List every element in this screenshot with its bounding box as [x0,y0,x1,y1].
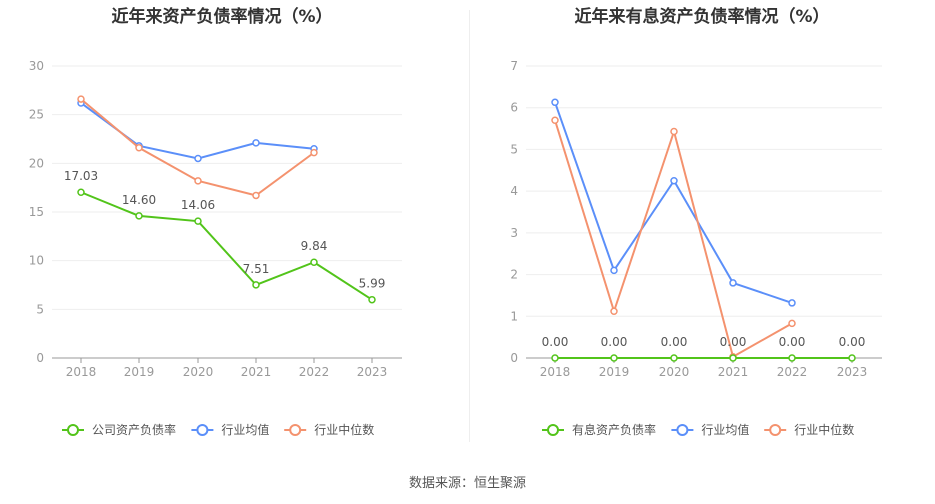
data-point [610,354,618,362]
y-tick-label: 2 [510,268,518,282]
legend-label: 公司资产负债率 [92,422,176,437]
data-label: 9.84 [301,239,328,253]
y-tick-label: 30 [29,59,44,73]
data-point [848,354,856,362]
legend-label: 有息资产负债率 [572,422,656,437]
x-tick-label: 2022 [777,365,808,379]
y-tick-label: 6 [510,101,518,115]
y-tick-label: 0 [36,351,44,365]
y-tick-label: 20 [29,156,44,170]
series-line [80,102,315,160]
legend-swatch-marker [67,424,79,436]
data-point [252,139,260,147]
chart-panel-1: 近年来资产负债率情况（%） 0 5 10 15 20 25 30 2018 2019 2020 202… [29,6,402,437]
x-tick-label: 2020 [183,365,214,379]
y-tick-label: 10 [29,254,44,268]
data-point [551,116,559,124]
legend-swatch-marker [769,424,782,436]
data-point [670,176,678,185]
data-point [252,281,260,289]
data-label: 0.00 [601,335,628,349]
x-tick-label: 2018 [66,365,97,379]
source-note: 数据来源：恒生聚源 [408,476,526,491]
x-tick-label: 2020 [659,365,690,379]
data-point [729,279,737,287]
y-tick-label: 4 [510,184,518,198]
data-label: 14.06 [181,198,215,212]
legend-label: 行业均值 [221,422,269,437]
panel-divider [469,10,470,442]
chart-panel-2: 近年来有息资产负债率情况（%） 0 1 2 3 4 5 6 7 2018 2019 2020 2021 2… [510,6,882,437]
data-label: 0.00 [720,335,747,349]
data-point [610,307,618,316]
data-point [194,177,202,185]
legend-swatch-marker [676,424,689,436]
data-point [551,354,559,362]
data-label: 14.60 [122,193,156,207]
y-tick-label: 3 [510,226,518,240]
data-label: 5.99 [359,277,386,291]
data-label: 0.00 [542,335,569,349]
x-tick-label: 2021 [241,365,272,379]
y-tick-label: 5 [36,302,44,316]
data-point [610,266,618,275]
chart-title: 近年来有息资产负债率情况（%） [574,6,829,27]
legend-swatch-marker [547,424,559,436]
x-tick-label: 2023 [357,365,388,379]
x-tick-label: 2019 [124,365,155,379]
x-tick-label: 2022 [299,365,330,379]
legend-label: 行业中位数 [794,422,854,437]
data-label: 7.51 [243,262,270,276]
legend-swatch-marker [289,424,302,436]
legend-label: 行业中位数 [314,422,374,437]
data-point [310,148,318,157]
data-point [194,154,202,163]
data-point [310,258,318,266]
x-tick-label: 2019 [599,365,630,379]
data-point [551,98,559,107]
x-tick-label: 2021 [718,365,749,379]
data-point [135,144,143,152]
data-point [135,212,143,220]
y-tick-label: 0 [510,351,518,365]
x-tick-label: 2023 [837,365,868,379]
data-label: 0.00 [661,335,688,349]
data-point [670,354,678,362]
data-point [788,354,796,362]
series-line [80,191,373,301]
data-point [788,299,796,307]
data-label: 0.00 [779,335,806,349]
y-tick-label: 7 [510,59,518,73]
data-point [77,188,85,196]
data-point [252,191,260,200]
y-tick-label: 15 [29,205,44,219]
data-label: 0.00 [839,335,866,349]
chart-title: 近年来资产负债率情况（%） [111,6,332,27]
data-point [194,217,202,225]
data-point [77,95,85,103]
y-tick-label: 5 [510,142,518,156]
data-point [368,295,376,304]
y-tick-label: 25 [29,108,44,122]
x-tick-label: 2018 [540,365,571,379]
data-point [788,319,796,328]
data-label: 17.03 [64,169,98,183]
y-tick-label: 1 [510,309,518,323]
legend-swatch-marker [196,424,209,436]
data-point [729,354,737,362]
data-point [670,127,678,136]
series-line [554,119,793,359]
legend-label: 行业均值 [701,422,749,437]
